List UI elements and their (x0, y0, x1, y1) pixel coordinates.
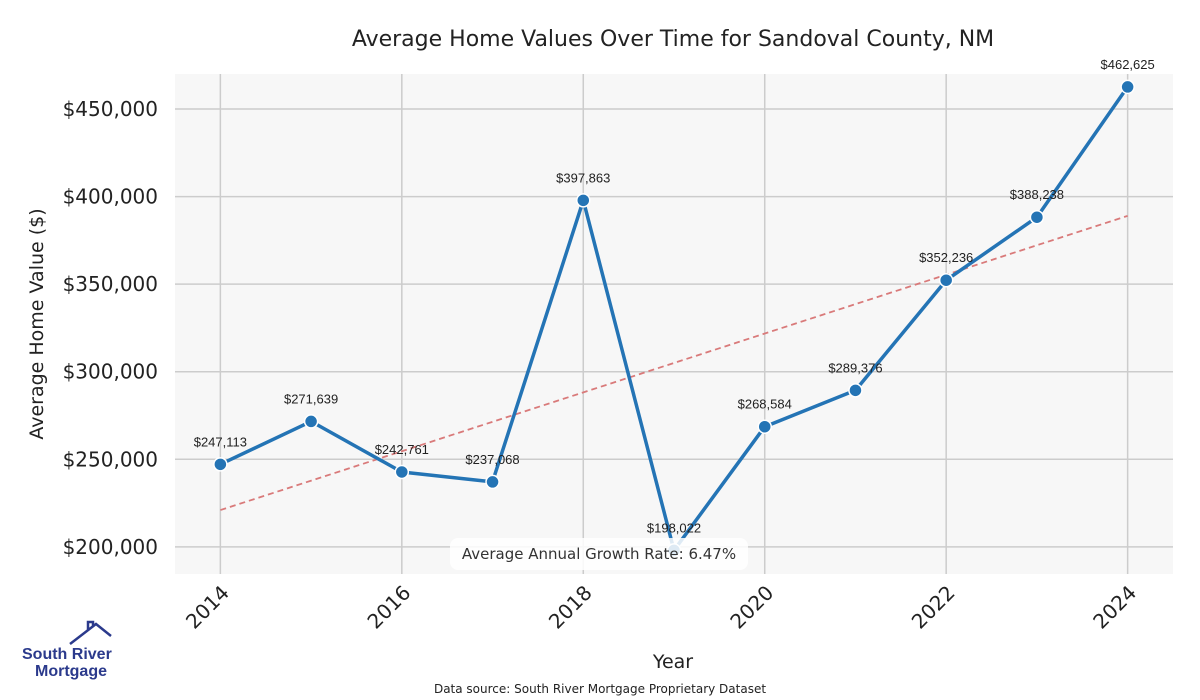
data-point (213, 457, 228, 472)
x-tick-label: 2016 (362, 581, 415, 634)
x-tick-label: 2014 (181, 581, 234, 634)
y-tick-label: $200,000 (63, 535, 158, 559)
x-tick-label: 2022 (907, 581, 960, 634)
x-tick-labels: 2014 2016 2018 2020 2022 2024 (181, 581, 1141, 634)
data-label: $397,863 (556, 170, 610, 185)
data-point (485, 474, 500, 490)
plot-area (175, 74, 1173, 574)
data-point (1120, 79, 1135, 95)
logo-line1: South River (22, 646, 112, 663)
grid-lines (175, 74, 1173, 574)
trend-line (220, 215, 1128, 511)
growth-annotation-text: Average Annual Growth Rate: 6.47% (462, 545, 736, 563)
data-label: $198,022 (647, 520, 701, 535)
data-label: $462,625 (1101, 57, 1155, 72)
data-label: $271,639 (284, 391, 338, 406)
data-point (757, 419, 772, 434)
company-logo: South River Mortgage (22, 620, 112, 680)
data-point (938, 272, 954, 288)
y-axis-label: Average Home Value ($) (26, 208, 48, 439)
x-axis-label: Year (652, 651, 693, 673)
data-label: $289,376 (828, 360, 882, 375)
data-labels: $247,113 $271,639 $242,761 $237,068 $397,863… (194, 57, 1155, 535)
house-roof-icon (69, 620, 112, 645)
data-label: $247,113 (194, 434, 247, 449)
data-point (394, 464, 410, 480)
data-label: $237,068 (465, 452, 519, 467)
data-point (848, 383, 863, 398)
y-tick-label: $250,000 (63, 447, 158, 471)
data-point (576, 193, 591, 208)
x-tick-label: 2024 (1088, 581, 1141, 634)
growth-annotation-box (450, 538, 748, 570)
x-tick-label: 2020 (725, 581, 778, 634)
data-point (1029, 209, 1045, 225)
y-tick-label: $450,000 (63, 97, 158, 121)
y-tick-label: $400,000 (63, 185, 158, 209)
data-source-note: Data source: South River Mortgage Propri… (434, 682, 766, 696)
data-label: $388,238 (1010, 187, 1064, 202)
data-point (303, 414, 319, 429)
y-tick-label: $350,000 (63, 272, 158, 296)
y-tick-label: $300,000 (63, 360, 158, 384)
data-label: $268,584 (738, 397, 792, 412)
data-label: $242,761 (375, 442, 429, 457)
x-tick-label: 2018 (544, 581, 597, 634)
growth-annotation: Average Annual Growth Rate: 6.47% (450, 538, 748, 570)
y-tick-labels: $200,000 $250,000 $300,000 $350,000 $400,000… (63, 97, 158, 559)
chart-title: Average Home Values Over Time for Sandov… (352, 27, 994, 52)
logo-line2: Mortgage (35, 663, 107, 680)
data-label: $352,236 (919, 250, 973, 265)
